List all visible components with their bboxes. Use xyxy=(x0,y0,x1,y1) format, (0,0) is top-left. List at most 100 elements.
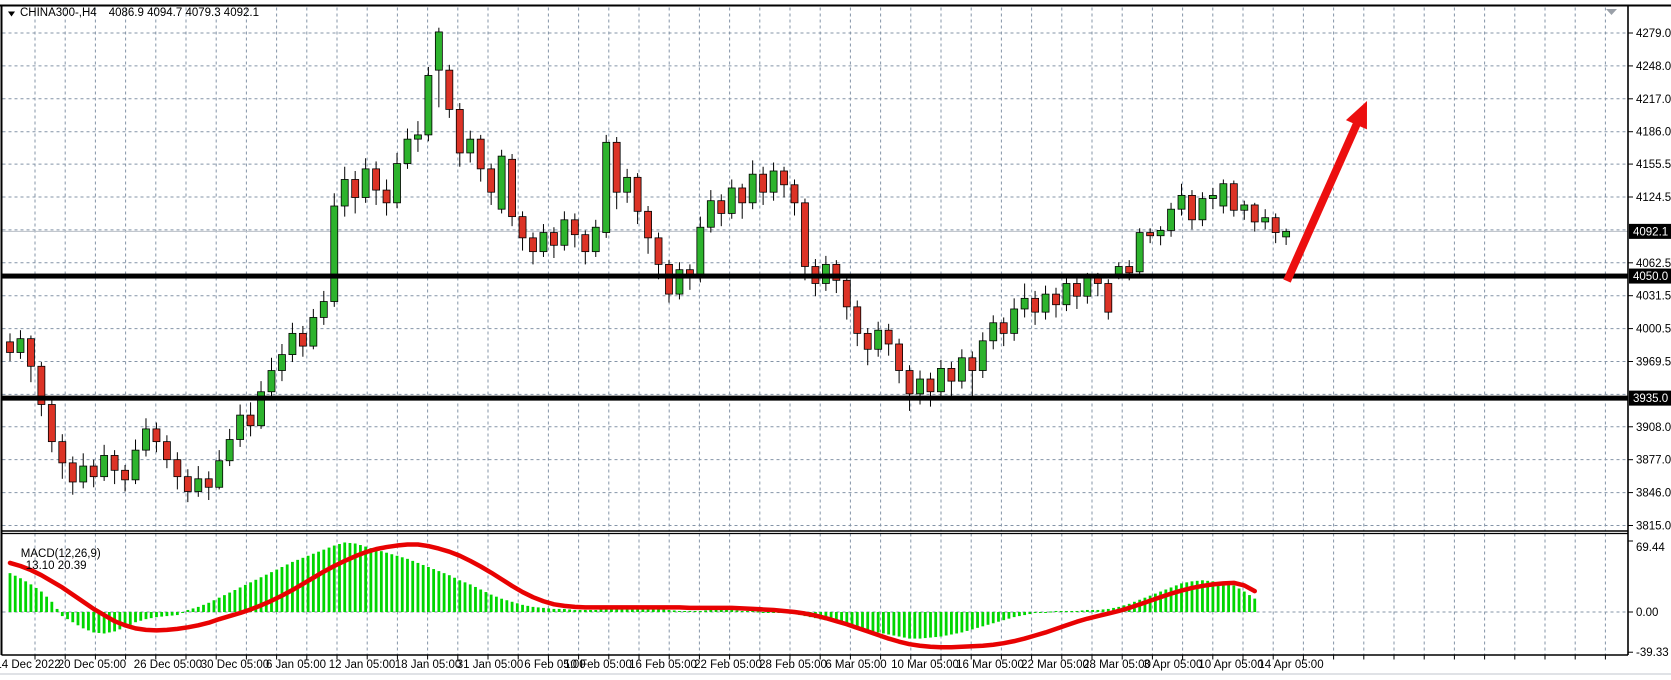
macd-histogram-bar xyxy=(437,571,441,612)
macd-histogram-bar xyxy=(662,609,666,612)
macd-histogram-bar xyxy=(929,612,932,638)
macd-histogram-bar xyxy=(238,587,242,612)
candle-body xyxy=(1146,232,1155,237)
macd-histogram-bar xyxy=(834,612,838,623)
chart-title-bar: CHINA300-,H4 4086.9 4094.7 4079.3 4092.1 xyxy=(7,7,259,19)
macd-histogram-bar xyxy=(866,612,870,631)
candle-body xyxy=(1156,230,1165,237)
macd-histogram-bar xyxy=(1159,591,1162,612)
candle-body xyxy=(142,428,150,451)
time-axis-label: 6 Mar 05:00 xyxy=(825,659,886,671)
candle-body xyxy=(581,234,590,253)
macd-histogram-bar xyxy=(1211,581,1215,612)
price-axis-label: 4062.5 xyxy=(1636,258,1671,270)
macd-histogram-bar xyxy=(453,577,456,612)
macd-histogram-bar xyxy=(735,610,739,612)
price-axis-label: 3815.0 xyxy=(1636,520,1671,532)
macd-histogram-bar xyxy=(259,577,263,612)
macd-histogram-bar xyxy=(458,580,462,612)
macd-histogram-bar xyxy=(170,612,174,616)
macd-histogram-bar xyxy=(149,612,153,619)
macd-histogram-bar xyxy=(610,608,613,612)
macd-histogram-bar xyxy=(474,586,477,612)
macd-histogram-bar xyxy=(934,612,938,638)
candle-body xyxy=(790,184,799,204)
macd-histogram-bar xyxy=(986,612,990,625)
candle-body xyxy=(727,187,736,214)
macd-histogram-bar xyxy=(379,551,383,612)
candle-body xyxy=(1052,293,1060,306)
symbol-dropdown-icon[interactable] xyxy=(7,9,16,18)
time-axis-label: 3 Apr 05:00 xyxy=(1144,659,1203,671)
candle-body xyxy=(424,75,433,136)
macd-histogram-bar xyxy=(66,612,69,620)
macd-histogram-bar xyxy=(139,612,143,621)
price-axis-label: 4031.5 xyxy=(1636,291,1671,303)
macd-histogram-bar xyxy=(311,553,315,612)
macd-histogram-bar xyxy=(1169,587,1173,612)
candle-body xyxy=(644,210,652,239)
macd-histogram-bar xyxy=(186,609,190,612)
macd-histogram-bar xyxy=(970,612,974,630)
candle-body xyxy=(497,155,506,210)
macd-histogram-bar xyxy=(683,610,687,612)
candle-body xyxy=(717,200,726,214)
macd-histogram-bar xyxy=(317,551,320,612)
candle-body xyxy=(215,460,224,488)
candle-body xyxy=(748,173,757,204)
macd-histogram-bar xyxy=(552,608,556,612)
macd-histogram-bar xyxy=(1164,589,1168,612)
candle-body xyxy=(246,414,255,427)
trend-arrow-shaft[interactable] xyxy=(1283,117,1363,283)
macd-histogram-bar xyxy=(463,582,467,612)
macd-histogram-bar xyxy=(484,592,488,612)
macd-histogram-bar xyxy=(1091,609,1095,612)
candle-body xyxy=(68,462,77,483)
candle-body xyxy=(550,232,558,246)
chart-shift-marker-icon[interactable] xyxy=(1606,9,1617,15)
macd-histogram-bar xyxy=(479,589,483,612)
candle-body xyxy=(183,476,192,492)
macd-histogram-bar xyxy=(557,608,561,612)
trend-arrow-head[interactable] xyxy=(1345,101,1367,130)
candle-body xyxy=(351,179,360,198)
horizontal-line-object[interactable] xyxy=(2,395,1629,401)
candle-body xyxy=(278,354,286,371)
candle-body xyxy=(1240,204,1249,211)
candle-body xyxy=(696,226,705,278)
candle-body xyxy=(999,322,1008,334)
macd-histogram-bar xyxy=(107,612,111,633)
macd-histogram-bar xyxy=(1002,612,1006,621)
macd-histogram-bar xyxy=(8,573,12,612)
candle-body xyxy=(570,219,579,236)
candle-body xyxy=(905,370,914,395)
macd-histogram-bar xyxy=(374,549,378,612)
candle-body xyxy=(1282,230,1291,238)
candle-body xyxy=(152,428,161,443)
price-axis-label: 3969.5 xyxy=(1636,357,1671,369)
macd-histogram-bar xyxy=(306,555,310,612)
macd-histogram-bar xyxy=(416,562,420,612)
macd-histogram-bar xyxy=(411,560,415,612)
macd-histogram-bar xyxy=(562,608,566,612)
candle-body xyxy=(884,329,893,345)
macd-params-label: MACD(12,26,9) xyxy=(20,548,101,560)
macd-histogram-bar xyxy=(19,578,22,612)
macd-histogram-bar xyxy=(390,554,394,612)
time-axis-label: 28 Feb 05:00 xyxy=(759,659,827,671)
candle-body xyxy=(842,279,851,308)
candle-body xyxy=(1261,217,1270,223)
candle-body xyxy=(633,176,642,212)
macd-histogram-bar xyxy=(175,612,179,616)
macd-histogram-bar xyxy=(81,612,85,629)
macd-histogram-bar xyxy=(756,611,760,613)
candle-body xyxy=(382,189,391,204)
macd-histogram-bar xyxy=(861,612,864,629)
horizontal-line-object[interactable] xyxy=(2,273,1629,279)
candle-body xyxy=(194,478,203,492)
candle-body xyxy=(1198,198,1207,221)
macd-histogram-bar xyxy=(1017,612,1021,617)
macd-histogram-bar xyxy=(965,612,969,631)
